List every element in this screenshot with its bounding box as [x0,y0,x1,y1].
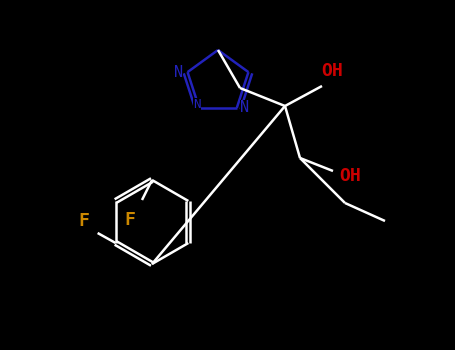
Text: F: F [78,212,89,230]
Text: N: N [240,100,249,116]
Text: N: N [193,98,201,111]
Text: OH: OH [321,62,343,80]
Text: N: N [174,65,183,79]
Text: F: F [125,211,136,229]
Text: OH: OH [339,167,361,185]
